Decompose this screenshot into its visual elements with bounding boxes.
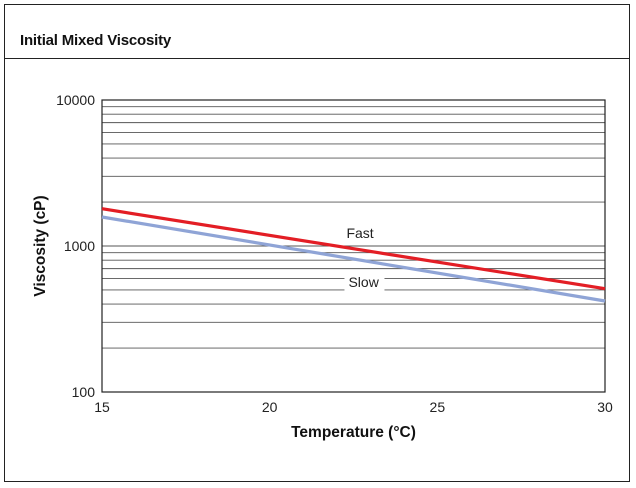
panel-title: Initial Mixed Viscosity [20, 32, 172, 49]
x-tick-label: 20 [262, 399, 278, 415]
y-tick-label: 100 [72, 384, 96, 400]
panel-header: Initial Mixed Viscosity [5, 5, 629, 59]
series-label-fast: Fast [346, 225, 373, 241]
y-tick-label: 1000 [64, 238, 95, 254]
x-tick-label: 30 [597, 399, 613, 415]
plot-border [101, 99, 606, 393]
series-line-slow [101, 215, 606, 303]
series-label-bg [344, 273, 385, 292]
y-tick-label: 10000 [56, 92, 95, 108]
y-axis-label: Viscosity (cP) [32, 195, 49, 296]
series-line-fast [101, 207, 606, 291]
x-tick-label: 15 [94, 399, 110, 415]
x-tick-label: 25 [430, 399, 446, 415]
series-label-slow: Slow [348, 274, 379, 290]
x-axis-label: Temperature (°C) [291, 424, 416, 441]
